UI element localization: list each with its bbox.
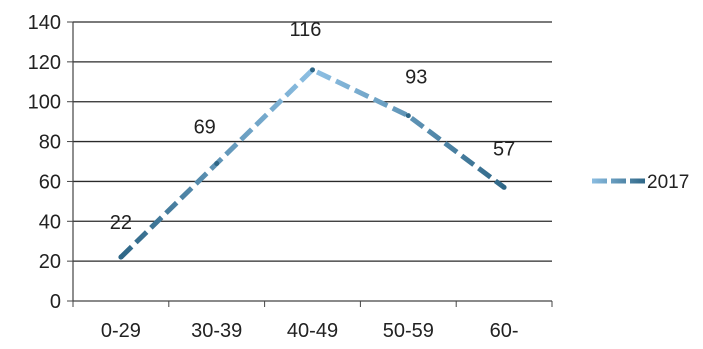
y-tick-label: 0	[50, 291, 61, 313]
x-axis-tick-labels: 0-29 30-39 40-49 50-59 60-	[101, 320, 519, 342]
data-label: 57	[493, 138, 515, 160]
y-tick-label: 140	[28, 12, 61, 34]
y-tick-label: 120	[28, 52, 61, 74]
legend-label-2017: 2017	[647, 172, 689, 193]
data-point	[501, 184, 507, 190]
y-tick-label: 20	[39, 251, 61, 273]
x-tick-label: 30-39	[191, 320, 242, 342]
data-labels: 22 69 116 93 57	[110, 19, 515, 234]
data-point	[214, 160, 220, 166]
data-label: 69	[194, 116, 216, 138]
series-2017	[118, 67, 507, 260]
y-axis-tick-labels: 0 20 40 60 80 100 120 140	[28, 12, 61, 313]
data-point	[310, 67, 315, 73]
x-tick-label: 40-49	[287, 320, 338, 342]
y-tick-label: 60	[39, 171, 61, 193]
data-label: 116	[290, 19, 322, 41]
gridlines	[73, 21, 552, 262]
y-tick-label: 80	[39, 132, 61, 154]
data-label: 93	[405, 67, 427, 89]
series-line-2017	[119, 67, 506, 259]
data-label: 22	[110, 212, 132, 234]
data-point	[118, 254, 124, 260]
axes	[67, 21, 553, 307]
x-tick-label: 60-	[490, 320, 519, 342]
x-tick-label: 0-29	[101, 320, 141, 342]
y-tick-label: 100	[28, 92, 61, 114]
y-tick-label: 40	[39, 211, 61, 233]
x-tick-label: 50-59	[383, 320, 434, 342]
legend: 2017	[592, 172, 689, 193]
data-point	[405, 113, 411, 119]
